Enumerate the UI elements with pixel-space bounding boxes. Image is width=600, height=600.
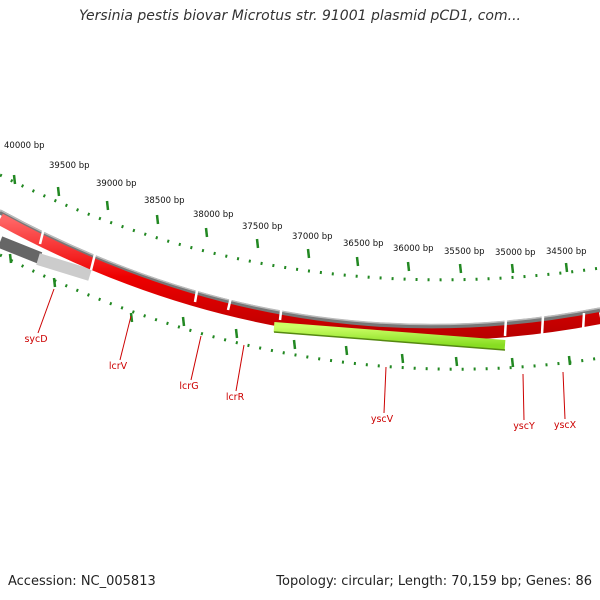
gene-label-yscY[interactable]: yscY <box>513 421 535 432</box>
gray-feature-light <box>36 253 92 281</box>
backbone <box>0 209 600 330</box>
ruler-major-tick <box>56 186 61 197</box>
accession-text: Accession: NC_005813 <box>8 574 156 589</box>
gene-separators <box>38 223 586 337</box>
ruler-label: 40000 bp <box>4 141 45 151</box>
ruler-major-tick <box>12 174 17 185</box>
ruler-major-tick <box>564 262 569 273</box>
ruler-major-tick <box>204 227 209 238</box>
highlighted-gene-yscV[interactable] <box>273 322 506 350</box>
inner-major-tick <box>129 312 134 323</box>
gene-label-yscX[interactable]: yscX <box>554 420 577 431</box>
ruler-label: 39000 bp <box>96 179 137 189</box>
ruler-major-tick <box>306 248 311 259</box>
gene-label-sycD[interactable]: sycD <box>24 334 47 345</box>
gray-feature-dark <box>0 236 43 264</box>
ruler-label: 35000 bp <box>495 248 536 258</box>
ruler-major-tick <box>458 263 463 274</box>
inner-major-tick <box>181 316 186 327</box>
ruler-major-tick <box>355 256 360 267</box>
inner-major-tick <box>8 253 13 264</box>
gene-label-lcrV[interactable]: lcrV <box>109 361 128 372</box>
gene-leader-line <box>562 371 566 420</box>
ruler-label: 37000 bp <box>292 232 333 242</box>
ruler-label: 38000 bp <box>193 210 234 220</box>
inner-major-tick <box>400 353 405 364</box>
ruler-major-tick <box>406 261 411 272</box>
inner-major-tick <box>234 328 239 339</box>
inner-major-tick <box>292 339 297 350</box>
gene-label-yscV[interactable]: yscV <box>371 414 394 425</box>
outer-ruler: 40000 bp 39500 bp 39000 bp 38500 bp 38000 bp… <box>4 141 587 274</box>
gene-labels: sycD lcrV lcrG lcrR yscV yscY yscX <box>24 288 577 432</box>
gene-leader-line <box>37 288 55 334</box>
ruler-label: 37500 bp <box>242 222 283 232</box>
ruler-label: 36000 bp <box>393 244 434 254</box>
ruler-major-tick <box>255 238 260 249</box>
ruler-label: 36500 bp <box>343 239 384 249</box>
map-title: Yersinia pestis biovar Microtus str. 910… <box>79 8 521 24</box>
ruler-label: 34500 bp <box>546 247 587 257</box>
gene-leader-line <box>383 366 387 414</box>
inner-ruler-ticks <box>8 253 572 368</box>
ruler-label: 35500 bp <box>444 247 485 257</box>
ruler-label: 39500 bp <box>49 161 90 171</box>
highlighted-gene-edge <box>273 331 506 351</box>
backbone-highlight <box>0 209 600 326</box>
gene-label-lcrR[interactable]: lcrR <box>226 392 245 403</box>
ruler-major-tick <box>105 200 110 211</box>
topology-summary: Topology: circular; Length: 70,159 bp; G… <box>276 574 592 589</box>
gene-leader-line <box>522 373 525 421</box>
inner-major-tick <box>52 277 57 288</box>
ruler-major-tick <box>155 214 160 225</box>
gene-label-lcrG[interactable]: lcrG <box>179 381 198 392</box>
ruler-major-tick <box>510 263 515 274</box>
gene-track <box>0 213 600 341</box>
inner-major-tick <box>510 357 515 368</box>
gene-leader-line <box>119 315 132 361</box>
gene-leader-line <box>190 335 202 381</box>
inner-major-tick <box>454 356 459 367</box>
inner-major-tick <box>344 345 349 356</box>
inner-major-tick <box>567 355 572 366</box>
gene-leader-line <box>235 344 245 392</box>
gene-arrow[interactable] <box>0 213 600 341</box>
ruler-label: 38500 bp <box>144 196 185 206</box>
